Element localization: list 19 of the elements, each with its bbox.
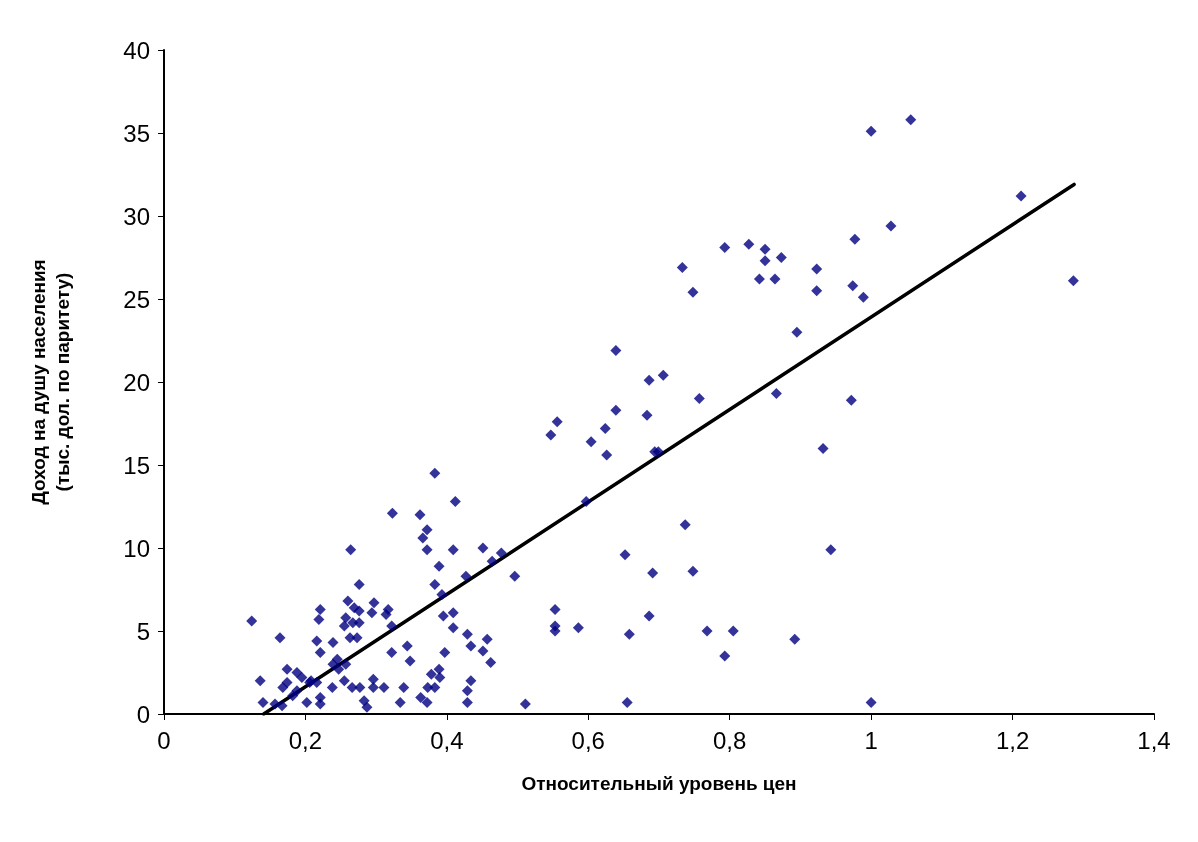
x-tick-label: 1,2	[995, 726, 1030, 754]
x-tick-label: 0,4	[430, 726, 464, 754]
y-tick-label: 35	[123, 119, 150, 147]
y-tick-label: 30	[123, 202, 150, 230]
x-tick-label: 0,8	[713, 726, 747, 754]
y-tick-label: 25	[123, 285, 150, 313]
x-tick-label: 0,2	[288, 726, 323, 754]
y-tick-label: 20	[123, 368, 150, 396]
y-tick-label: 15	[123, 451, 150, 479]
y-axis-title: Доход на душу населения (тыс. дол. по паритету)	[27, 259, 73, 505]
x-axis-title: Относительный уровень цен	[521, 773, 797, 794]
y-tick-label: 40	[123, 36, 150, 64]
x-tick-label: 0	[157, 726, 171, 754]
x-tick-label: 1	[864, 726, 878, 754]
y-tick-label: 10	[123, 534, 150, 562]
y-tick-label: 0	[136, 700, 150, 728]
x-tick-label: 1,4	[1137, 726, 1171, 754]
x-tick-label: 0,6	[571, 726, 605, 754]
y-tick-label: 5	[136, 617, 150, 645]
